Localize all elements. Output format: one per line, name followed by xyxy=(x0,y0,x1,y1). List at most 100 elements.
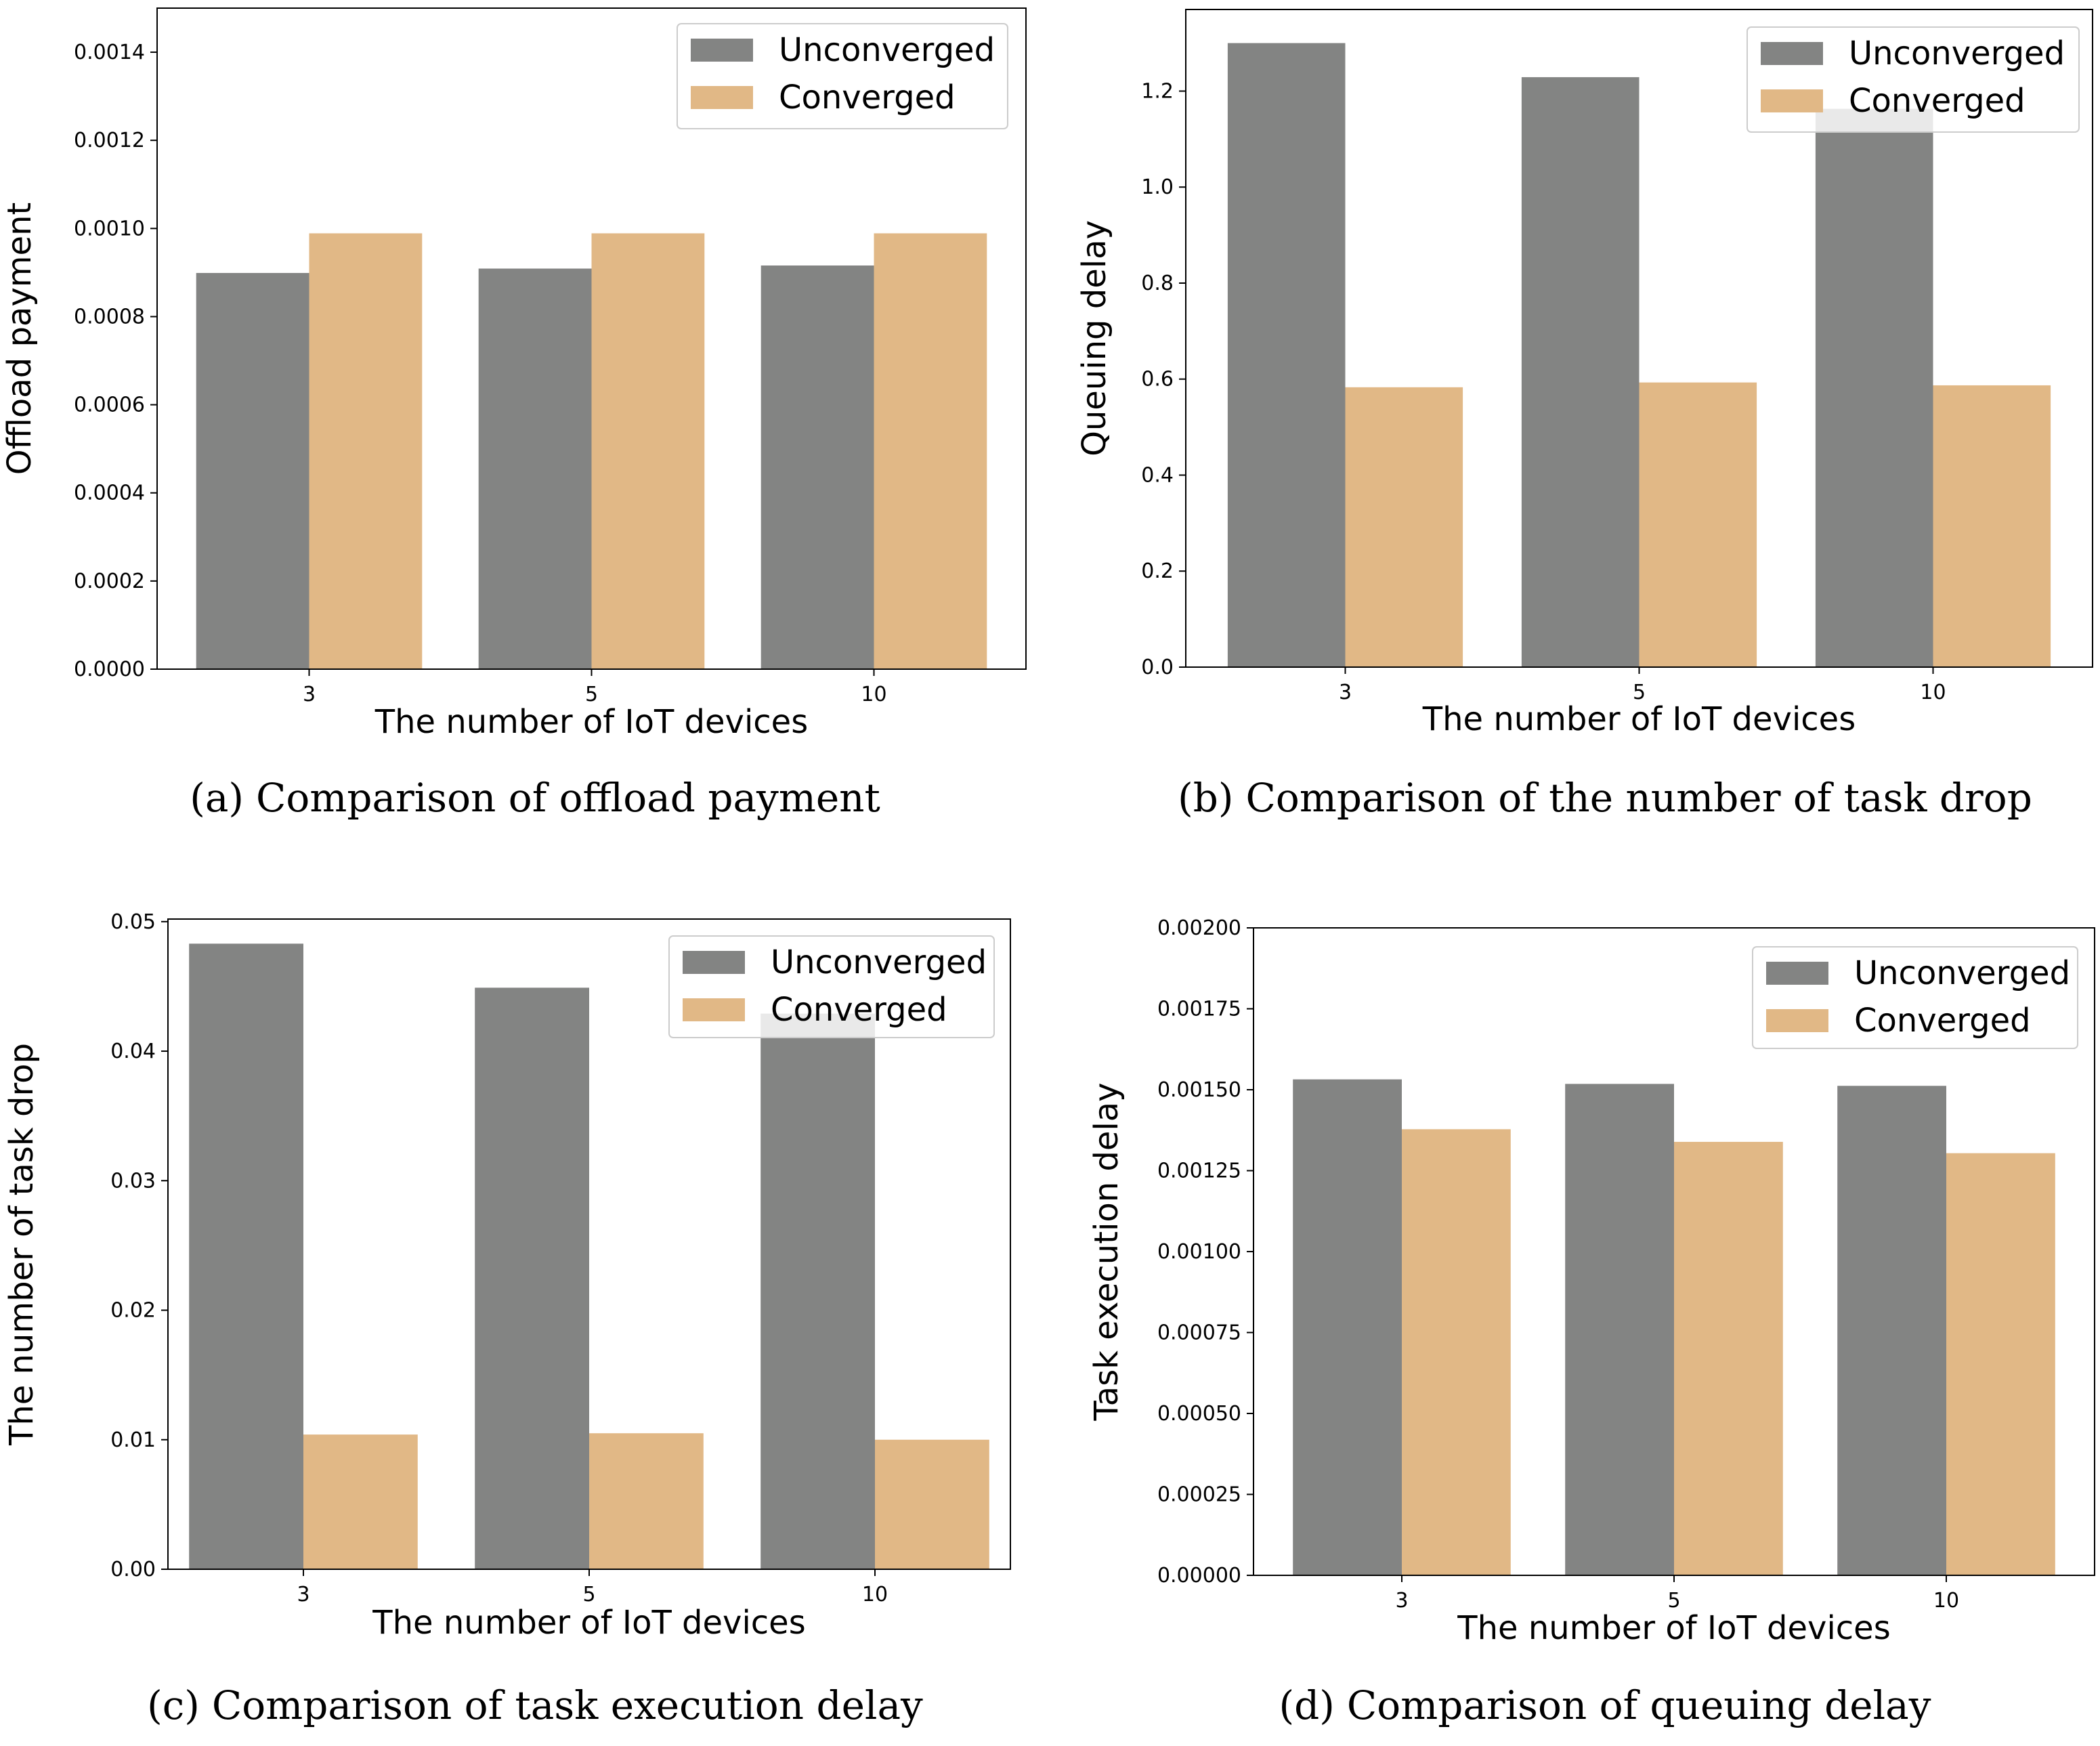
y-tick-label: 0.00000 xyxy=(1157,1564,1241,1588)
legend-swatch-unconverged xyxy=(1761,42,1823,65)
y-tick-label: 0.0006 xyxy=(74,393,145,417)
legend-label-unconverged: Unconverged xyxy=(771,943,987,981)
y-tick-label: 0.02 xyxy=(110,1299,156,1323)
y-tick-label: 0.0008 xyxy=(74,305,145,328)
legend: Unconverged Converged xyxy=(1752,946,2078,1049)
y-tick-label: 0.0 xyxy=(1141,656,1174,679)
caption-title: Comparison of the number of task drop xyxy=(1246,775,2032,821)
caption-label: (b) xyxy=(1178,775,1233,821)
y-axis-label: Task execution delay xyxy=(1088,1082,1126,1421)
legend-label-converged: Converged xyxy=(1849,82,2026,120)
bar-unconverged-3 xyxy=(196,273,309,669)
legend-box xyxy=(1752,946,2078,1049)
y-axis-label: The number of task drop xyxy=(3,1043,41,1446)
legend-swatch-unconverged xyxy=(691,39,753,62)
bar-unconverged-10 xyxy=(760,1013,875,1569)
y-tick-label: 0.4 xyxy=(1141,463,1174,487)
y-tick-label: 0.0014 xyxy=(74,41,145,64)
bar-unconverged-5 xyxy=(478,268,592,669)
y-tick-label: 0.00075 xyxy=(1157,1321,1241,1345)
y-tick-label: 1.0 xyxy=(1141,175,1174,199)
x-tick-label: 3 xyxy=(303,683,316,706)
caption-label: (a) xyxy=(190,775,244,821)
bar-unconverged-10 xyxy=(1815,108,1933,667)
caption-title: Comparison of queuing delay xyxy=(1347,1682,1931,1728)
figure-caption: (d) Comparison of queuing delay xyxy=(1279,1682,1931,1728)
y-tick-label: 0.00175 xyxy=(1157,998,1241,1021)
y-tick-label: 0.00125 xyxy=(1157,1159,1241,1183)
y-tick-label: 0.00150 xyxy=(1157,1078,1241,1102)
bar-converged-3 xyxy=(1345,387,1463,667)
y-tick-label: 0.05 xyxy=(110,910,156,934)
y-tick-label: 0.0004 xyxy=(74,482,145,505)
bar-converged-5 xyxy=(1674,1141,1783,1575)
y-tick-label: 0.00050 xyxy=(1157,1402,1241,1426)
x-tick-label: 5 xyxy=(1633,681,1646,704)
chart-panel-a: 0.0000 0.0002 0.0004 0.0006 0.0008 0.0010 0.00… xyxy=(1,7,1027,821)
y-tick-label: 0.0002 xyxy=(74,570,145,593)
y-tick-label: 0.01 xyxy=(110,1428,156,1452)
caption-title: Comparison of offload payment xyxy=(256,775,880,821)
x-tick-label: 10 xyxy=(1920,681,1946,704)
legend: Unconverged Converged xyxy=(668,935,995,1038)
bar-converged-10 xyxy=(874,233,987,669)
x-tick-label: 10 xyxy=(1933,1589,1959,1613)
legend-swatch-unconverged xyxy=(683,951,745,974)
y-tick-label: 0.00100 xyxy=(1157,1240,1241,1264)
legend-swatch-converged xyxy=(1766,1009,1828,1032)
y-tick-label: 0.2 xyxy=(1141,559,1174,583)
bar-converged-10 xyxy=(1946,1153,2055,1575)
bar-unconverged-3 xyxy=(1227,43,1346,667)
y-tick-label: 0.00025 xyxy=(1157,1483,1241,1507)
y-axis-label: Queuing delay xyxy=(1075,220,1113,456)
bar-unconverged-3 xyxy=(189,943,303,1569)
bar-converged-10 xyxy=(875,1439,989,1569)
x-axis-label: The number of IoT devices xyxy=(1457,1609,1890,1647)
chart-panel-b: 0.0 0.2 0.4 0.6 0.8 1.0 1.2 3 5 10 The number of I… xyxy=(1075,9,2093,821)
bar-unconverged-10 xyxy=(1837,1086,1946,1575)
y-tick-label: 0.8 xyxy=(1141,272,1174,295)
bar-converged-5 xyxy=(1639,382,1757,667)
caption-label: (d) xyxy=(1279,1682,1335,1728)
legend-swatch-converged xyxy=(683,998,745,1021)
x-axis-label: The number of IoT devices xyxy=(372,1604,805,1642)
legend: Unconverged Converged xyxy=(677,23,1008,129)
bar-converged-3 xyxy=(309,233,423,669)
y-tick-label: 0.04 xyxy=(110,1040,156,1063)
bar-unconverged-3 xyxy=(1293,1079,1402,1575)
legend-swatch-converged xyxy=(1761,89,1823,112)
y-tick-label: 0.6 xyxy=(1141,368,1174,391)
bar-unconverged-10 xyxy=(760,265,874,669)
legend-label-unconverged: Unconverged xyxy=(1849,35,2065,72)
y-tick-label: 0.0012 xyxy=(74,129,145,152)
y-tick-label: 0.0000 xyxy=(74,658,145,681)
bar-converged-5 xyxy=(591,233,705,669)
x-tick-label: 5 xyxy=(1667,1589,1680,1613)
bar-converged-10 xyxy=(1933,385,2051,667)
chart-panel-d: 0.00000 0.00025 0.00050 0.00075 0.00100 0.001… xyxy=(1088,916,2095,1728)
x-axis-label: The number of IoT devices xyxy=(1422,700,1856,738)
legend-label-unconverged: Unconverged xyxy=(779,31,995,69)
y-tick-label: 1.2 xyxy=(1141,79,1174,103)
y-tick-label: 0.0010 xyxy=(74,217,145,240)
legend-swatch-unconverged xyxy=(1766,962,1828,985)
legend-label-converged: Converged xyxy=(779,79,956,116)
figure-caption: (c) Comparison of task execution delay xyxy=(147,1682,923,1728)
legend-label-converged: Converged xyxy=(771,991,947,1029)
legend-swatch-converged xyxy=(691,86,753,109)
y-tick-label: 0.00200 xyxy=(1157,916,1241,940)
bar-converged-3 xyxy=(1402,1129,1511,1575)
x-axis-label: The number of IoT devices xyxy=(374,703,808,741)
bar-unconverged-5 xyxy=(475,987,589,1569)
x-tick-label: 10 xyxy=(861,683,886,706)
figure-caption: (a) Comparison of offload payment xyxy=(190,775,880,821)
legend-label-unconverged: Unconverged xyxy=(1854,954,2070,992)
bar-unconverged-5 xyxy=(1521,77,1640,667)
bar-converged-5 xyxy=(589,1433,704,1569)
y-axis-label: Offload payment xyxy=(1,203,39,475)
x-tick-label: 5 xyxy=(582,1583,595,1606)
figure-caption: (b) Comparison of the number of task drop xyxy=(1178,775,2032,821)
caption-title: Comparison of task execution delay xyxy=(212,1682,923,1728)
legend-box xyxy=(668,935,995,1038)
